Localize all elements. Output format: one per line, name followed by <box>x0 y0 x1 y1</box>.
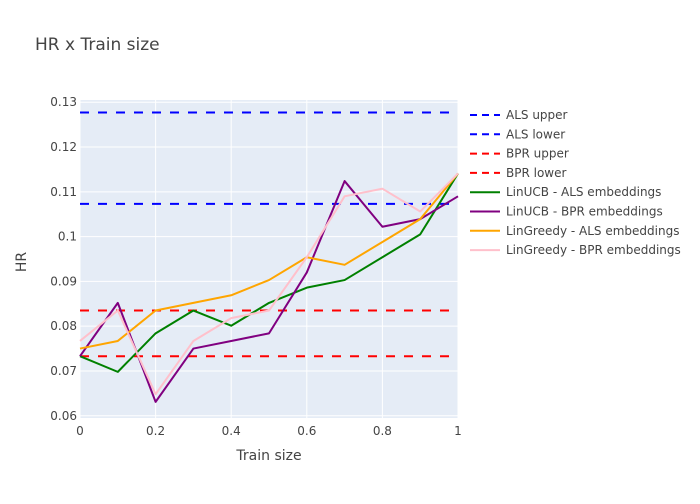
y-tick-label: 0.11 <box>50 185 77 199</box>
legend-item-lingreedy-bpr-embeddings: LinGreedy - BPR embeddings <box>470 243 681 257</box>
y-axis-label: HR <box>14 252 30 273</box>
x-tick-label: 1 <box>454 424 462 438</box>
y-tick-label: 0.07 <box>50 364 77 378</box>
y-tick-label: 0.08 <box>50 319 77 333</box>
legend-item-bpr-upper: BPR upper <box>470 147 569 161</box>
legend-label: BPR lower <box>506 166 566 180</box>
x-tick-label: 0.4 <box>222 424 241 438</box>
linucb-als-embeddings-line <box>79 172 459 373</box>
x-tick-label: 0.2 <box>146 424 165 438</box>
y-tick-label: 0.09 <box>50 274 77 288</box>
legend-item-linucb-als-embeddings: LinUCB - ALS embeddings <box>470 185 661 199</box>
legend-label: ALS upper <box>506 108 568 122</box>
x-axis-label: Train size <box>235 448 301 464</box>
legend-item-als-lower: ALS lower <box>470 127 565 141</box>
legend-label: LinGreedy - BPR embeddings <box>506 243 681 257</box>
y-tick-label: 0.13 <box>50 95 77 109</box>
lingreedy-als-embeddings-line <box>79 172 459 350</box>
series-layer <box>79 111 459 403</box>
legend-label: LinUCB - BPR embeddings <box>506 205 663 219</box>
legend-label: LinUCB - ALS embeddings <box>506 185 661 199</box>
legend-label: BPR upper <box>506 147 569 161</box>
legend-label: ALS lower <box>506 127 565 141</box>
y-tick-label: 0.06 <box>50 409 77 423</box>
x-tick-label: 0.6 <box>297 424 316 438</box>
y-tick-labels: 0.06 0.07 0.08 0.09 0.1 0.11 0.12 0.13 <box>50 95 77 423</box>
x-tick-label: 0.8 <box>373 424 392 438</box>
linucb-bpr-embeddings-line <box>79 180 459 403</box>
legend-item-lingreedy-als-embeddings: LinGreedy - ALS embeddings <box>470 224 679 238</box>
plot-area <box>80 100 458 418</box>
legend-item-bpr-lower: BPR lower <box>470 166 566 180</box>
y-tick-label: 0.1 <box>58 230 77 244</box>
legend: ALS upper ALS lower BPR upper BPR lower LinU… <box>470 108 681 257</box>
x-tick-labels: 0 0.2 0.4 0.6 0.8 1 <box>76 424 462 438</box>
chart-title: HR x Train size <box>35 35 160 55</box>
legend-item-linucb-bpr-embeddings: LinUCB - BPR embeddings <box>470 205 663 219</box>
x-tick-label: 0 <box>76 424 84 438</box>
legend-label: LinGreedy - ALS embeddings <box>506 224 679 238</box>
lingreedy-bpr-embeddings-line <box>79 172 459 396</box>
legend-item-als-upper: ALS upper <box>470 108 568 122</box>
y-tick-label: 0.12 <box>50 140 77 154</box>
